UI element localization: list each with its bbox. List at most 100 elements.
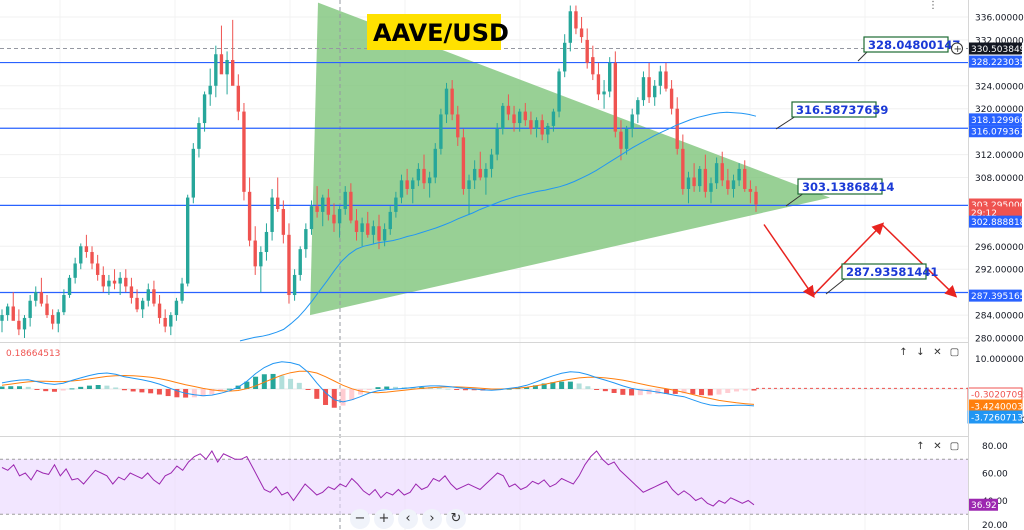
projection-arrow[interactable] <box>881 223 958 298</box>
macd-histogram-bar <box>86 385 92 389</box>
maximize-pane-button[interactable]: ▢ <box>949 347 960 358</box>
macd-histogram-bar <box>156 389 162 395</box>
level-callout-box[interactable] <box>791 101 877 118</box>
macd-histogram-bar <box>699 389 705 396</box>
candle-body <box>585 39 589 63</box>
candle-body <box>608 62 612 92</box>
macd-histogram-bar <box>567 381 573 389</box>
macd-histogram-bar <box>296 382 302 389</box>
price-axis-badge <box>968 113 1022 126</box>
candle-body <box>534 120 539 129</box>
level-callout-label: 287.93581441 <box>846 265 938 279</box>
candle-body <box>703 168 708 192</box>
macd-histogram-bar <box>550 382 556 389</box>
close-pane-button[interactable]: ✕ <box>933 347 942 358</box>
macd-histogram-bar <box>751 389 757 391</box>
more-icon[interactable]: ⋮ <box>928 0 938 11</box>
candle-body <box>641 77 646 101</box>
candle-body <box>467 180 471 189</box>
macd-histogram-bar <box>690 389 696 395</box>
projection-arrow[interactable] <box>812 222 885 297</box>
level-callout-box[interactable] <box>841 263 927 280</box>
candle-body <box>107 280 111 287</box>
macd-histogram-bar <box>576 383 582 389</box>
move-pane-up-button[interactable]: ↑ <box>916 441 925 452</box>
projection-arrow[interactable] <box>763 224 815 299</box>
candle-body <box>743 168 747 189</box>
candle-body <box>720 163 724 181</box>
level-callout-box[interactable] <box>797 178 883 195</box>
candle-body <box>264 231 269 253</box>
candle-body <box>17 320 21 330</box>
candle-body <box>653 85 657 98</box>
candle-body <box>79 246 83 264</box>
macd-histogram-bar <box>629 389 635 396</box>
candle-body <box>664 71 668 89</box>
pane-separator-macd[interactable] <box>0 342 968 343</box>
candle-body <box>411 180 415 189</box>
reset-chart-button[interactable]: ↻ <box>446 509 466 529</box>
candle-body <box>489 154 494 169</box>
macd-histogram-bar <box>366 389 372 390</box>
rsi-tick-label: 20.00 <box>982 521 1008 530</box>
macd-histogram-bar <box>358 389 364 395</box>
scroll-left-button[interactable]: ‹ <box>398 509 418 529</box>
candle-body <box>281 209 286 235</box>
price-axis-badge-label: 318.12996000 <box>971 116 1024 126</box>
move-pane-up-button[interactable]: ↑ <box>899 347 908 358</box>
candle-body <box>551 111 556 126</box>
price-tick-label: 296.00000000 <box>975 243 1024 253</box>
candle-body <box>343 191 347 210</box>
candle-body <box>321 197 325 212</box>
level-callout-pointer <box>785 192 805 207</box>
zoom-in-button[interactable]: + <box>374 509 394 529</box>
macd-histogram-bar <box>620 389 626 395</box>
candle-body <box>140 300 145 310</box>
price-tick-label: 324.00000000 <box>975 82 1024 92</box>
macd-histogram-bar <box>594 389 600 390</box>
macd-histogram-bar <box>471 389 477 391</box>
candle-body <box>287 234 291 296</box>
candle-body <box>540 120 544 135</box>
candle-body <box>349 191 353 221</box>
candle-body <box>28 300 32 318</box>
candle-body <box>315 206 319 212</box>
candle-body <box>298 249 302 275</box>
move-pane-down-button[interactable]: ↓ <box>916 347 925 358</box>
candle-body <box>461 137 466 189</box>
title-badge <box>367 14 501 50</box>
candle-body <box>714 163 719 184</box>
candle-body <box>0 315 4 321</box>
price-tick-label: 280.00000000 <box>975 335 1024 345</box>
level-callout-box[interactable] <box>863 36 949 53</box>
macd-histogram-bar <box>16 386 22 389</box>
candle-body <box>304 229 308 250</box>
candle-body <box>197 123 201 149</box>
zoom-out-button[interactable]: − <box>350 509 370 529</box>
maximize-pane-button[interactable]: ▢ <box>949 441 960 452</box>
candle-body <box>433 148 437 178</box>
candle-body <box>124 277 128 287</box>
price-tick-label: 336.00000000 <box>975 14 1024 24</box>
pane-separator-rsi[interactable] <box>0 436 968 437</box>
macd-histogram-bar <box>532 385 538 389</box>
macd-axis-badge-label: -3.72607132 <box>971 414 1024 424</box>
macd-histogram-bar <box>95 385 101 389</box>
candle-body <box>242 111 246 192</box>
macd-histogram-bar <box>541 383 547 389</box>
macd-histogram-bar <box>148 389 154 394</box>
candle-body <box>56 312 60 324</box>
macd-histogram-bar <box>305 389 311 390</box>
candle-body <box>62 295 66 313</box>
price-axis-badge <box>968 206 1022 219</box>
close-pane-button[interactable]: ✕ <box>933 441 942 452</box>
candle-body <box>478 168 482 178</box>
candle-body <box>371 226 376 235</box>
price-tick-label: 332.00000000 <box>975 36 1024 46</box>
candle-body <box>22 317 27 330</box>
chart-navigation: − + ‹ › ↻ <box>350 509 466 529</box>
scroll-right-button[interactable]: › <box>422 509 442 529</box>
macd-histogram-bar <box>165 389 171 397</box>
add-circle-icon[interactable] <box>951 42 963 55</box>
